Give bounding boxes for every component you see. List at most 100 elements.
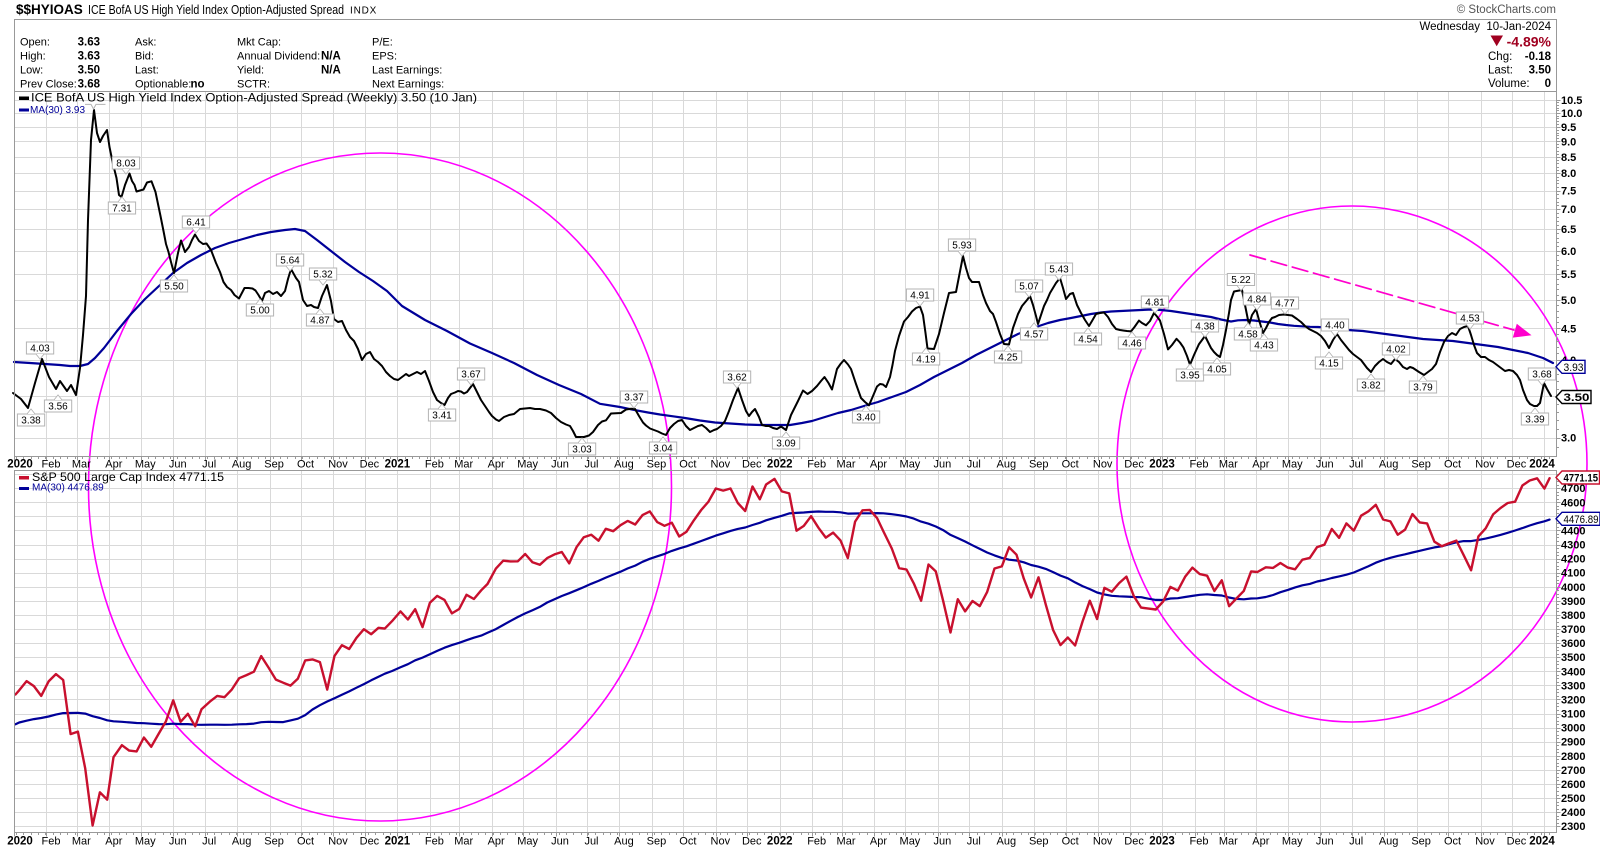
svg-text:4.38: 4.38 [1195, 322, 1215, 333]
svg-text:2024: 2024 [1529, 836, 1555, 848]
svg-text:Nov: Nov [328, 459, 348, 471]
svg-text:P/E:: P/E: [372, 37, 393, 49]
svg-text:Dec: Dec [1124, 836, 1144, 848]
svg-text:Dec: Dec [742, 459, 762, 471]
svg-text:4476.89: 4476.89 [1564, 514, 1599, 526]
svg-text:3.50: 3.50 [1564, 392, 1590, 404]
svg-text:Aug: Aug [232, 459, 252, 471]
svg-text:Nov: Nov [1475, 459, 1495, 471]
svg-text:5.50: 5.50 [164, 282, 184, 293]
svg-text:Nov: Nov [711, 459, 731, 471]
svg-text:3900: 3900 [1561, 596, 1585, 608]
svg-text:4.5: 4.5 [1561, 323, 1576, 335]
svg-text:3.79: 3.79 [1413, 383, 1433, 394]
svg-text:4.25: 4.25 [998, 353, 1018, 364]
svg-text:Mar: Mar [837, 459, 856, 471]
svg-text:2020: 2020 [7, 459, 33, 471]
svg-text:Sep: Sep [647, 459, 667, 471]
svg-text:3700: 3700 [1561, 624, 1585, 636]
svg-text:Aug: Aug [614, 459, 634, 471]
svg-text:Dec: Dec [1124, 459, 1144, 471]
svg-text:3.09: 3.09 [776, 439, 796, 450]
svg-text:Nov: Nov [711, 836, 731, 848]
svg-text:3.38: 3.38 [21, 416, 41, 427]
svg-text:4700: 4700 [1561, 483, 1585, 495]
svg-text:ICE BofA US High Yield Index O: ICE BofA US High Yield Index Option-Adju… [31, 92, 477, 105]
svg-text:Next Earnings:: Next Earnings: [372, 78, 444, 90]
svg-text:Jun: Jun [169, 459, 187, 471]
svg-text:Prev Close:: Prev Close: [20, 78, 77, 90]
svg-text:6.0: 6.0 [1561, 246, 1576, 258]
svg-text:May: May [900, 459, 921, 471]
svg-text:8.0: 8.0 [1561, 168, 1576, 180]
svg-text:4.57: 4.57 [1024, 330, 1044, 341]
svg-text:2023: 2023 [1149, 459, 1175, 471]
svg-text:5.07: 5.07 [1019, 282, 1039, 293]
svg-text:May: May [135, 836, 156, 848]
svg-text:3.39: 3.39 [1525, 415, 1545, 426]
svg-text:Oct: Oct [1062, 836, 1079, 848]
svg-text:Dec: Dec [742, 836, 762, 848]
svg-text:Aug: Aug [997, 836, 1017, 848]
svg-text:Jul: Jul [202, 836, 216, 848]
svg-text:3.95: 3.95 [1180, 371, 1200, 382]
svg-text:Sep: Sep [1411, 836, 1431, 848]
svg-text:4.77: 4.77 [1275, 299, 1295, 310]
svg-text:3.62: 3.62 [727, 373, 747, 384]
svg-text:2400: 2400 [1561, 807, 1585, 819]
svg-text:Feb: Feb [807, 459, 826, 471]
svg-text:3.63: 3.63 [78, 37, 100, 49]
svg-text:Sep: Sep [1029, 459, 1049, 471]
svg-text:Dec: Dec [360, 459, 380, 471]
svg-text:Jul: Jul [1349, 459, 1363, 471]
svg-text:ICE BofA US High Yield Index O: ICE BofA US High Yield Index Option-Adju… [88, 3, 344, 17]
svg-text:Dec: Dec [1507, 459, 1527, 471]
svg-text:$$HYIOAS: $$HYIOAS [16, 2, 83, 17]
svg-text:Jul: Jul [202, 459, 216, 471]
svg-text:Feb: Feb [41, 459, 60, 471]
svg-text:Feb: Feb [425, 836, 444, 848]
svg-text:2700: 2700 [1561, 765, 1585, 777]
svg-text:3.50: 3.50 [1529, 65, 1551, 77]
svg-text:Optionable:: Optionable: [135, 78, 191, 90]
svg-text:Jun: Jun [934, 836, 952, 848]
svg-text:2022: 2022 [767, 836, 793, 848]
svg-text:Apr: Apr [870, 459, 887, 471]
svg-text:2500: 2500 [1561, 793, 1585, 805]
svg-text:Feb: Feb [1190, 459, 1209, 471]
svg-text:May: May [900, 836, 921, 848]
svg-text:2020: 2020 [7, 836, 33, 848]
svg-text:2300: 2300 [1561, 821, 1585, 833]
svg-text:2022: 2022 [767, 459, 793, 471]
svg-text:3.67: 3.67 [461, 370, 481, 381]
svg-text:3100: 3100 [1561, 709, 1585, 721]
svg-text:8.5: 8.5 [1561, 152, 1576, 164]
svg-text:Jun: Jun [934, 459, 952, 471]
svg-text:5.43: 5.43 [1049, 265, 1069, 276]
svg-text:3.82: 3.82 [1361, 381, 1381, 392]
svg-text:6.41: 6.41 [186, 218, 206, 229]
svg-text:Ask:: Ask: [135, 37, 156, 49]
svg-text:Jul: Jul [1349, 836, 1363, 848]
svg-text:5.0: 5.0 [1561, 295, 1576, 307]
svg-text:Apr: Apr [1252, 836, 1269, 848]
svg-text:4300: 4300 [1561, 540, 1585, 552]
svg-text:S&P 500 Large Cap Index 4771.1: S&P 500 Large Cap Index 4771.15 [32, 471, 225, 484]
svg-text:Jul: Jul [584, 836, 598, 848]
svg-text:4771.15: 4771.15 [1564, 473, 1599, 485]
svg-text:4.40: 4.40 [1325, 321, 1345, 332]
svg-text:Aug: Aug [1379, 459, 1399, 471]
svg-text:4400: 4400 [1561, 525, 1585, 537]
svg-text:4.58: 4.58 [1238, 330, 1258, 341]
svg-text:10.5: 10.5 [1561, 95, 1582, 107]
svg-text:5.93: 5.93 [952, 241, 972, 252]
svg-text:Nov: Nov [1093, 459, 1113, 471]
svg-text:Volume:: Volume: [1488, 78, 1530, 90]
svg-text:EPS:: EPS: [372, 51, 397, 63]
svg-text:2600: 2600 [1561, 779, 1585, 791]
svg-text:Nov: Nov [328, 836, 348, 848]
svg-text:Oct: Oct [297, 836, 314, 848]
svg-text:Sep: Sep [647, 836, 667, 848]
svg-text:Sep: Sep [264, 459, 284, 471]
svg-text:3400: 3400 [1561, 666, 1585, 678]
